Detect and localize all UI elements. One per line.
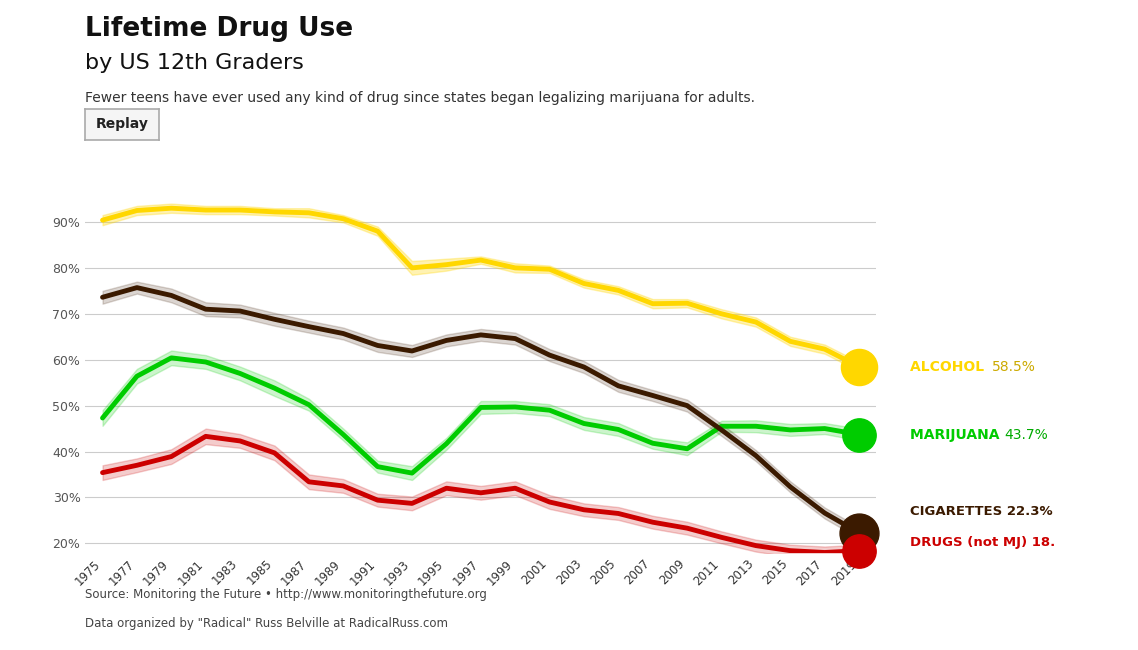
Text: 43.7%: 43.7%: [1005, 428, 1048, 441]
Text: DRUGS (not MJ) 18.: DRUGS (not MJ) 18.: [910, 536, 1056, 549]
Text: Fewer teens have ever used any kind of drug since states began legalizing mariju: Fewer teens have ever used any kind of d…: [85, 91, 756, 105]
Text: Source: Monitoring the Future • http://www.monitoringthefuture.org: Source: Monitoring the Future • http://w…: [85, 588, 487, 601]
Text: 58.5%: 58.5%: [992, 359, 1036, 374]
Text: Lifetime Drug Use: Lifetime Drug Use: [85, 16, 354, 42]
Text: Replay: Replay: [96, 117, 149, 131]
Text: ALCOHOL: ALCOHOL: [910, 359, 989, 374]
Text: CIGARETTES 22.3%: CIGARETTES 22.3%: [910, 506, 1053, 519]
Text: MARIJUANA: MARIJUANA: [910, 428, 1005, 441]
Text: Data organized by "Radical" Russ Belville at RadicalRuss.com: Data organized by "Radical" Russ Belvill…: [85, 618, 448, 630]
Text: by US 12th Graders: by US 12th Graders: [85, 53, 304, 73]
